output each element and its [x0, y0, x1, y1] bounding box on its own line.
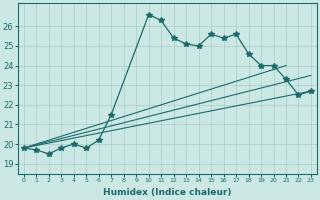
X-axis label: Humidex (Indice chaleur): Humidex (Indice chaleur)	[103, 188, 232, 197]
